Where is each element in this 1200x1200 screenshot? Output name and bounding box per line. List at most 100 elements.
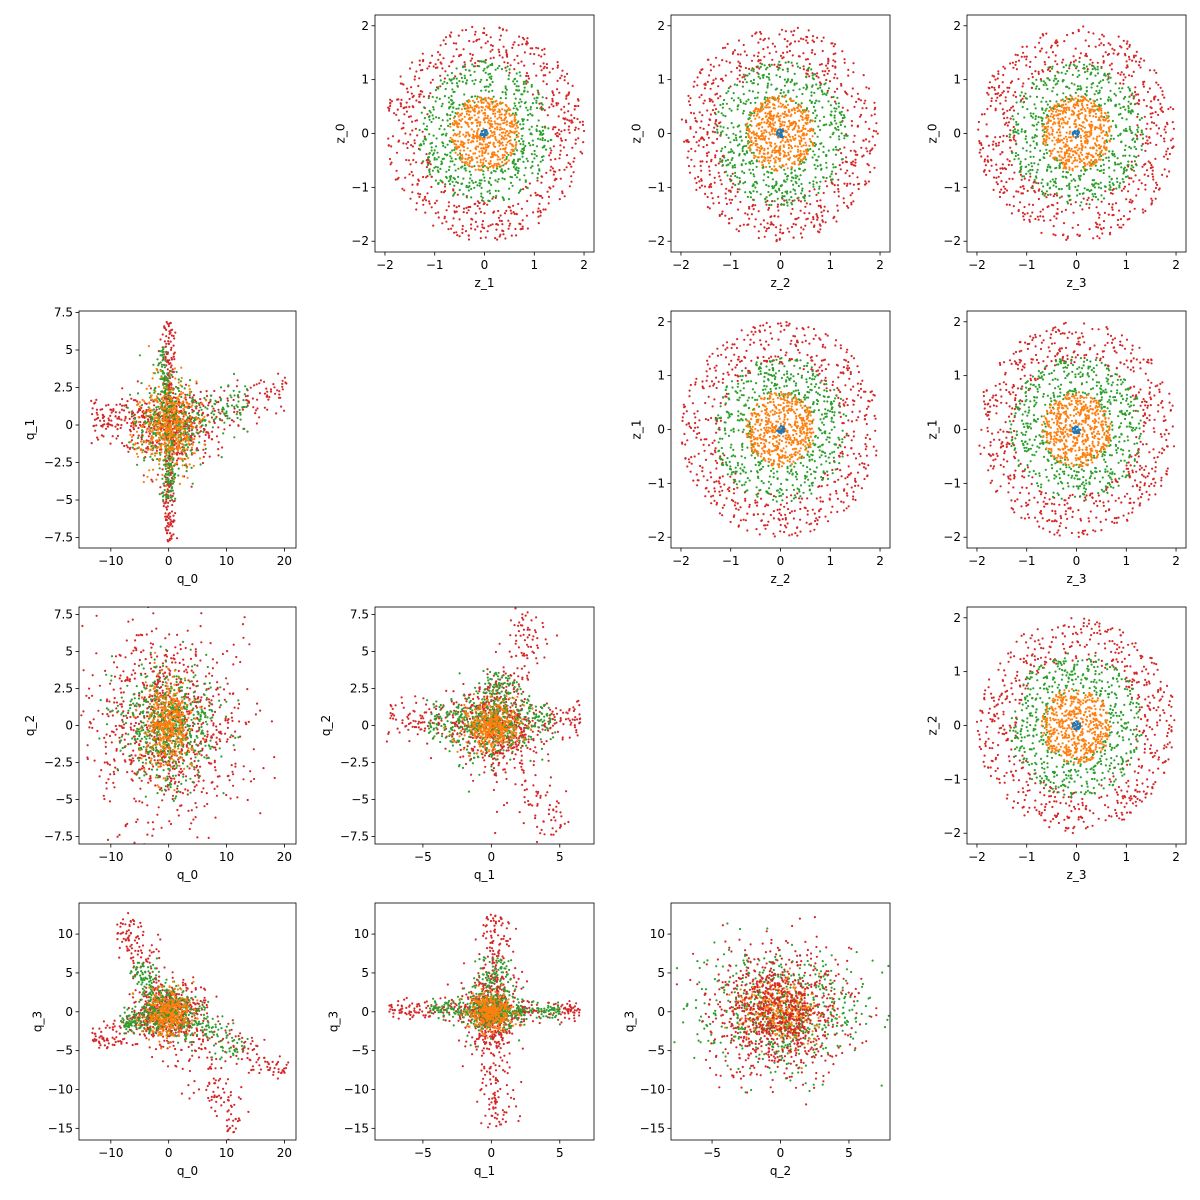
- data-point: [706, 109, 709, 112]
- data-point: [785, 199, 788, 202]
- data-point: [781, 191, 784, 195]
- data-point: [799, 158, 803, 161]
- data-point: [708, 100, 712, 103]
- data-point: [1058, 164, 1061, 167]
- data-point: [471, 165, 474, 168]
- data-point: [1165, 153, 1168, 156]
- data-point: [768, 110, 771, 113]
- data-point: [1093, 102, 1096, 105]
- data-point: [498, 128, 501, 131]
- data-point: [474, 228, 477, 231]
- data-point: [1037, 72, 1040, 75]
- data-point: [1086, 70, 1089, 73]
- data-point: [790, 168, 793, 171]
- data-point: [1142, 211, 1145, 214]
- data-point: [480, 168, 483, 171]
- data-point: [459, 158, 462, 161]
- data-point: [777, 98, 780, 101]
- data-point: [1096, 168, 1099, 171]
- data-point: [866, 162, 869, 166]
- data-point: [488, 165, 492, 168]
- data-point: [1136, 128, 1139, 131]
- data-point: [468, 181, 471, 184]
- data-point: [1085, 202, 1088, 206]
- data-point: [824, 221, 827, 224]
- data-point: [502, 164, 505, 167]
- data-point: [814, 167, 817, 170]
- data-point: [1088, 130, 1091, 133]
- data-point: [567, 128, 570, 131]
- data-point: [863, 183, 867, 186]
- data-point: [413, 152, 416, 155]
- data-point: [833, 184, 836, 187]
- data-point: [698, 186, 702, 189]
- data-point: [577, 104, 580, 108]
- data-point: [772, 223, 775, 226]
- data-point: [746, 122, 749, 125]
- data-point: [978, 140, 981, 143]
- data-point: [805, 88, 808, 91]
- data-point: [767, 72, 771, 76]
- data-point: [491, 197, 494, 200]
- data-point: [733, 83, 736, 86]
- data-point: [567, 161, 570, 164]
- data-point: [767, 125, 770, 128]
- data-point: [445, 220, 448, 223]
- data-point: [767, 116, 770, 120]
- data-point: [455, 82, 458, 85]
- data-point: [780, 105, 783, 108]
- data-point: [1076, 98, 1080, 101]
- data-point: [790, 166, 793, 169]
- data-point: [708, 173, 711, 176]
- data-point: [491, 62, 494, 65]
- data-point: [461, 66, 465, 69]
- data-point: [765, 75, 769, 78]
- data-point: [1121, 117, 1124, 120]
- data-point: [1099, 164, 1103, 168]
- data-point: [487, 105, 490, 108]
- data-point: [701, 114, 704, 117]
- data-point: [1021, 185, 1024, 188]
- data-point: [1038, 87, 1041, 91]
- data-point: [459, 149, 462, 152]
- data-point: [1028, 218, 1031, 221]
- data-point: [1108, 202, 1111, 206]
- data-point: [425, 166, 428, 169]
- data-point: [499, 97, 502, 100]
- data-point: [1023, 116, 1026, 119]
- data-point: [760, 106, 763, 109]
- data-point: [1075, 65, 1079, 68]
- data-point: [712, 65, 715, 68]
- data-point: [741, 149, 744, 153]
- data-point: [1076, 149, 1079, 152]
- data-point: [421, 130, 424, 133]
- data-point: [394, 178, 397, 181]
- data-point: [434, 179, 437, 182]
- data-point: [1043, 128, 1046, 131]
- data-point: [727, 151, 730, 154]
- data-point: [843, 146, 846, 149]
- data-point: [395, 113, 398, 116]
- data-point: [768, 165, 771, 168]
- data-point: [563, 122, 567, 125]
- data-point: [820, 89, 823, 92]
- data-point: [1026, 108, 1029, 111]
- data-point: [999, 102, 1002, 105]
- data-point: [453, 184, 456, 187]
- data-point: [797, 199, 800, 202]
- data-point: [716, 128, 719, 131]
- data-point: [687, 140, 690, 144]
- data-point: [825, 123, 828, 126]
- data-point: [1117, 113, 1120, 116]
- data-point: [812, 180, 815, 183]
- data-point: [1014, 60, 1018, 63]
- data-point: [763, 152, 766, 156]
- data-point: [1098, 44, 1101, 47]
- data-point: [498, 64, 501, 68]
- data-point: [514, 111, 517, 115]
- data-point: [726, 174, 729, 177]
- data-point: [742, 43, 745, 47]
- data-point: [525, 157, 528, 160]
- data-point: [791, 135, 794, 138]
- data-point: [536, 210, 540, 213]
